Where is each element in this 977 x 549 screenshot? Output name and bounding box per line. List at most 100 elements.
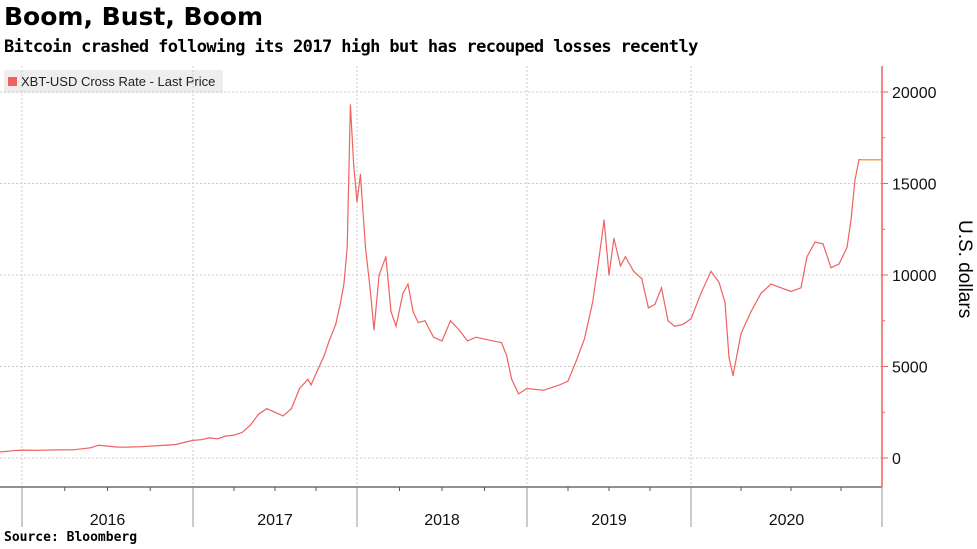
- data-point: [402, 292, 404, 294]
- data-point: [299, 387, 301, 390]
- data-point: [517, 393, 520, 395]
- data-point: [806, 256, 808, 258]
- data-point: [187, 440, 189, 443]
- data-point: [340, 301, 342, 304]
- data-point: [800, 287, 802, 289]
- data-point: [603, 219, 605, 221]
- data-point: [12, 450, 14, 452]
- data-point: [349, 104, 352, 106]
- data-point: [728, 356, 730, 358]
- data-point: [700, 292, 702, 294]
- data-point: [441, 340, 443, 342]
- data-point: [542, 389, 545, 391]
- data-point: [718, 281, 720, 283]
- data-point: [682, 323, 684, 326]
- data-point: [38, 449, 40, 451]
- data-point: [258, 413, 260, 415]
- data-point: [192, 439, 194, 442]
- data-point: [790, 290, 792, 293]
- data-point: [846, 246, 848, 249]
- data-point: [608, 274, 610, 276]
- data-point: [475, 336, 477, 338]
- data-point: [106, 445, 109, 447]
- data-point: [200, 439, 202, 441]
- data-point: [208, 437, 210, 439]
- data-point: [506, 354, 508, 357]
- data-point: [850, 219, 852, 221]
- data-point: [483, 338, 486, 340]
- data-point: [141, 446, 143, 448]
- data-point: [838, 263, 840, 265]
- x-tick-label: 2018: [424, 512, 460, 529]
- data-point: [740, 332, 742, 335]
- data-point: [412, 311, 414, 313]
- data-point: [770, 283, 772, 285]
- data-point: [624, 256, 627, 258]
- data-point: [310, 384, 312, 386]
- data-point: [660, 287, 663, 289]
- y-tick-label: 5000: [892, 360, 928, 377]
- source-note: Source: Bloomberg: [4, 530, 138, 545]
- data-point: [575, 360, 577, 362]
- data-point: [674, 325, 676, 327]
- data-point: [124, 446, 126, 448]
- data-point: [613, 237, 615, 239]
- data-point: [854, 179, 856, 181]
- data-point: [370, 292, 372, 294]
- data-point: [89, 447, 91, 449]
- data-point: [647, 307, 649, 309]
- data-point: [353, 164, 355, 166]
- data-point: [359, 173, 361, 175]
- data-point: [346, 246, 348, 249]
- data-point: [115, 446, 117, 448]
- data-point: [511, 378, 513, 380]
- data-point: [641, 278, 643, 280]
- data-point: [500, 342, 503, 344]
- chart-subtitle: Bitcoin crashed following its 2017 high …: [4, 37, 698, 57]
- data-point: [449, 320, 452, 322]
- data-point: [385, 256, 387, 258]
- data-point: [378, 274, 380, 276]
- data-point: [175, 443, 177, 446]
- data-point: [760, 292, 762, 294]
- data-point: [732, 375, 734, 377]
- data-point: [282, 415, 284, 417]
- data-point: [323, 354, 325, 357]
- data-point: [724, 301, 726, 304]
- data-point: [364, 246, 367, 249]
- data-point: [328, 340, 330, 342]
- x-tick-label: 2016: [90, 512, 126, 529]
- data-point: [814, 241, 816, 243]
- data-point: [373, 329, 375, 331]
- data-point: [710, 270, 712, 272]
- data-point: [654, 303, 656, 305]
- data-point: [458, 329, 460, 331]
- price-line: [0, 104, 861, 453]
- data-point: [466, 340, 469, 342]
- data-point: [567, 380, 569, 382]
- data-point: [233, 434, 235, 436]
- y-tick-label: 20000: [892, 85, 937, 102]
- data-point: [750, 311, 752, 313]
- data-point: [72, 449, 74, 451]
- data-point: [667, 320, 669, 322]
- data-point: [335, 323, 337, 326]
- data-point: [592, 301, 594, 304]
- data-point: [619, 265, 622, 267]
- data-point: [356, 201, 358, 203]
- data-point: [225, 435, 227, 437]
- legend: XBT-USD Cross Rate - Last Price: [4, 70, 224, 93]
- data-point: [217, 438, 219, 440]
- legend-swatch: [8, 77, 17, 86]
- x-tick-label: 2020: [769, 512, 805, 529]
- data-point: [307, 378, 309, 380]
- y-tick-label: 15000: [892, 177, 937, 194]
- data-point: [21, 449, 23, 451]
- data-point: [858, 159, 860, 161]
- data-point: [274, 411, 276, 413]
- data-point: [780, 287, 782, 289]
- data-point: [633, 270, 635, 272]
- chart-title: Boom, Bust, Boom: [4, 2, 263, 31]
- data-point: [417, 321, 419, 324]
